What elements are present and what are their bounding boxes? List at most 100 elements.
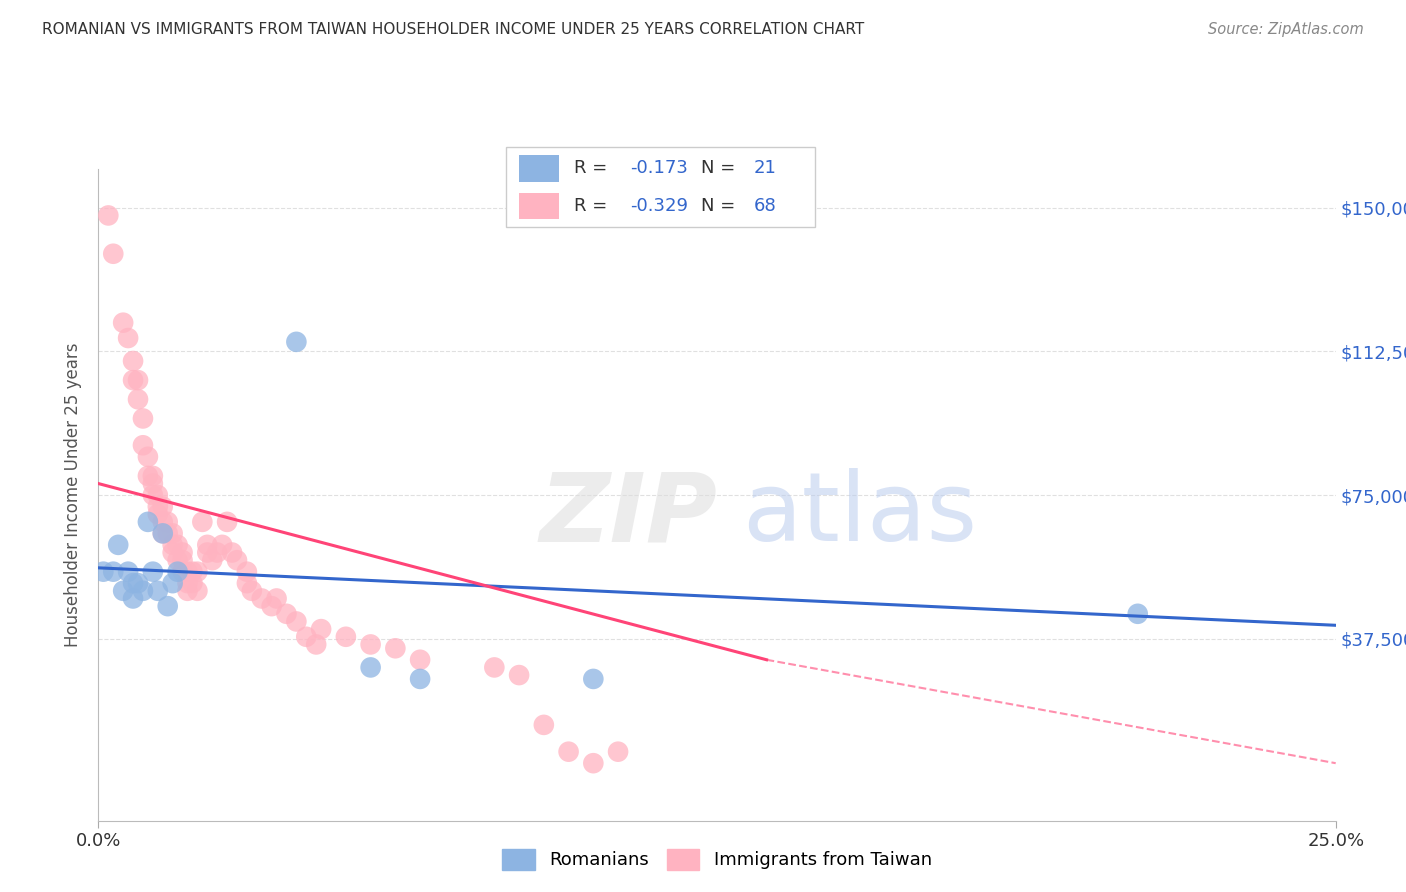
Point xyxy=(146,500,169,514)
Text: atlas: atlas xyxy=(742,468,977,561)
Point xyxy=(122,373,145,387)
Point xyxy=(276,607,298,621)
Point xyxy=(162,538,184,552)
Point xyxy=(360,660,382,674)
Point xyxy=(533,718,555,732)
Point xyxy=(409,672,432,686)
Point xyxy=(360,637,382,651)
Point xyxy=(132,583,155,598)
Point xyxy=(122,576,145,591)
Point xyxy=(260,599,283,614)
Point xyxy=(172,545,194,559)
Point xyxy=(211,538,233,552)
Text: N =: N = xyxy=(702,159,741,177)
Legend: Romanians, Immigrants from Taiwan: Romanians, Immigrants from Taiwan xyxy=(495,841,939,877)
Point xyxy=(162,526,184,541)
Point xyxy=(195,545,218,559)
Point xyxy=(152,526,174,541)
Point xyxy=(409,653,432,667)
Point xyxy=(176,583,198,598)
Point xyxy=(146,583,169,598)
Point xyxy=(112,583,135,598)
Point xyxy=(176,565,198,579)
Point xyxy=(305,637,328,651)
Point xyxy=(162,545,184,559)
Point xyxy=(142,476,165,491)
Text: R =: R = xyxy=(574,159,613,177)
Point xyxy=(152,526,174,541)
Point xyxy=(191,515,214,529)
Text: -0.173: -0.173 xyxy=(630,159,688,177)
Point xyxy=(226,553,249,567)
FancyBboxPatch shape xyxy=(519,193,558,219)
Text: 68: 68 xyxy=(754,197,776,215)
Point xyxy=(195,538,218,552)
Point xyxy=(152,515,174,529)
Point xyxy=(136,469,159,483)
FancyBboxPatch shape xyxy=(506,147,815,227)
Point xyxy=(136,450,159,464)
Point xyxy=(240,583,263,598)
Text: -0.329: -0.329 xyxy=(630,197,688,215)
Point xyxy=(557,745,579,759)
Text: ZIP: ZIP xyxy=(538,468,717,561)
Point xyxy=(146,507,169,521)
Point xyxy=(152,500,174,514)
Point xyxy=(295,630,318,644)
Point xyxy=(142,565,165,579)
Point xyxy=(335,630,357,644)
Point xyxy=(205,545,228,559)
Point xyxy=(107,538,129,552)
FancyBboxPatch shape xyxy=(519,155,558,182)
Point xyxy=(172,553,194,567)
Point xyxy=(384,641,406,656)
Point xyxy=(484,660,506,674)
Point xyxy=(146,488,169,502)
Point xyxy=(1126,607,1149,621)
Point xyxy=(122,591,145,606)
Point xyxy=(127,576,149,591)
Point xyxy=(266,591,288,606)
Point xyxy=(236,565,259,579)
Point xyxy=(508,668,530,682)
Point xyxy=(309,622,332,636)
Text: N =: N = xyxy=(702,197,741,215)
Point xyxy=(172,565,194,579)
Point xyxy=(221,545,243,559)
Point xyxy=(582,756,605,771)
Point xyxy=(217,515,239,529)
Point xyxy=(176,576,198,591)
Text: Source: ZipAtlas.com: Source: ZipAtlas.com xyxy=(1208,22,1364,37)
Point xyxy=(112,316,135,330)
Point xyxy=(250,591,273,606)
Point xyxy=(156,599,179,614)
Point xyxy=(122,354,145,368)
Point xyxy=(201,553,224,567)
Point xyxy=(285,615,308,629)
Text: 21: 21 xyxy=(754,159,776,177)
Point xyxy=(181,565,204,579)
Point xyxy=(97,209,120,223)
Point xyxy=(142,469,165,483)
Point xyxy=(186,565,208,579)
Point xyxy=(285,334,308,349)
Point xyxy=(166,553,188,567)
Point xyxy=(156,526,179,541)
Point xyxy=(166,565,188,579)
Y-axis label: Householder Income Under 25 years: Householder Income Under 25 years xyxy=(65,343,83,648)
Point xyxy=(117,565,139,579)
Point xyxy=(181,576,204,591)
Point xyxy=(117,331,139,345)
Point xyxy=(186,583,208,598)
Point xyxy=(162,576,184,591)
Point xyxy=(236,576,259,591)
Point xyxy=(136,515,159,529)
Point xyxy=(103,246,125,260)
Point xyxy=(166,538,188,552)
Point xyxy=(127,373,149,387)
Point xyxy=(132,411,155,425)
Point xyxy=(582,672,605,686)
Point xyxy=(607,745,630,759)
Text: ROMANIAN VS IMMIGRANTS FROM TAIWAN HOUSEHOLDER INCOME UNDER 25 YEARS CORRELATION: ROMANIAN VS IMMIGRANTS FROM TAIWAN HOUSE… xyxy=(42,22,865,37)
Point xyxy=(93,565,115,579)
